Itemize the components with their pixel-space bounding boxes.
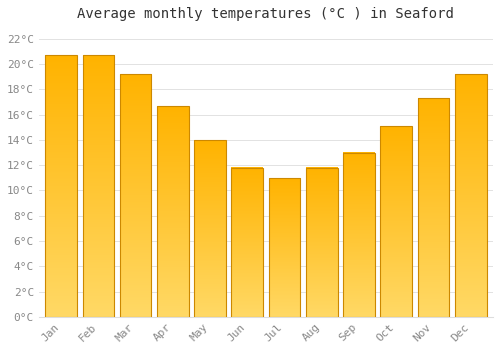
Bar [380,126,412,317]
Bar [455,74,486,317]
Bar [194,140,226,317]
Bar [268,178,300,317]
Bar [46,55,77,317]
Bar [120,74,152,317]
Bar [343,153,375,317]
Bar [418,98,450,317]
Bar [232,168,263,317]
Bar [306,168,338,317]
Bar [82,55,114,317]
Bar [157,106,188,317]
Title: Average monthly temperatures (°C ) in Seaford: Average monthly temperatures (°C ) in Se… [78,7,454,21]
